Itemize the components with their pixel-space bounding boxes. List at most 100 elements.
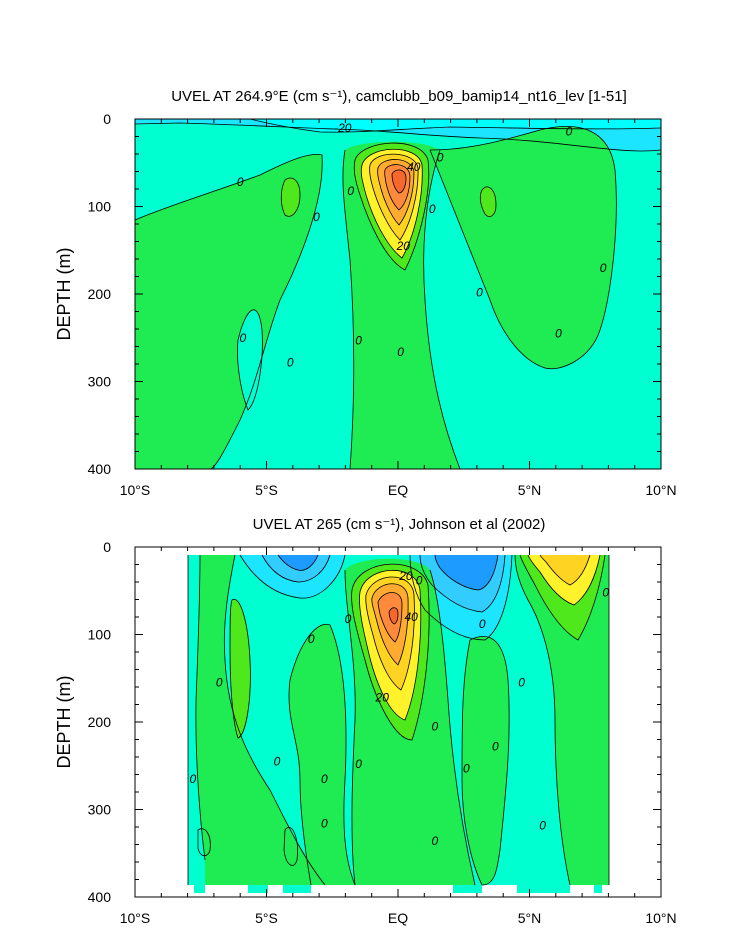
- panel-1: UVEL AT 264.9°E (cm s⁻¹), camclubb_b09_b…: [54, 88, 677, 498]
- fill-negative-30-west: [278, 555, 318, 571]
- y-tick-label: 200: [88, 714, 112, 730]
- x-tick-label: EQ: [388, 482, 408, 498]
- contour-label: 0: [600, 261, 607, 275]
- contour-line: [359, 569, 422, 721]
- contour-line: [353, 142, 430, 271]
- contour-label: 20: [396, 239, 411, 253]
- contour-label: 0: [566, 124, 573, 138]
- contour-label: 0: [555, 326, 562, 340]
- panel-2: UVEL AT 265 (cm s⁻¹), Johnson et al (200…: [54, 516, 677, 926]
- contour-line: [371, 583, 409, 666]
- contour-label: 0: [287, 355, 294, 369]
- fill-green-west: [195, 555, 325, 885]
- panel-1-contour-labels: -20 0 0 0 40 0 0 20 0 0 0 0 0 0 0 0: [237, 121, 607, 370]
- contour-label: 0: [321, 817, 328, 831]
- contour-label: 0: [602, 586, 609, 600]
- x-tick-label: 5°S: [255, 482, 278, 498]
- contour-line: [434, 554, 499, 591]
- contour-label: 0: [237, 175, 244, 189]
- x-tick-label: 5°N: [518, 910, 542, 926]
- contour-line: [229, 599, 251, 739]
- y-tick-label: 300: [88, 802, 112, 818]
- contour-label: 0: [492, 740, 499, 754]
- contour-label: 0: [479, 617, 486, 631]
- panel-2-y-axis-label: DEPTH (m): [54, 676, 74, 769]
- contour-line: [369, 153, 419, 241]
- contour-line: [195, 554, 206, 861]
- contour-line: [239, 554, 346, 599]
- contour-line: [539, 554, 591, 586]
- contour-label: 0: [190, 772, 197, 786]
- y-tick-label: 0: [103, 539, 111, 555]
- x-tick-label: 10°N: [645, 482, 676, 498]
- contour-line: [289, 623, 356, 886]
- contour-line: [342, 149, 355, 469]
- y-tick-label: 100: [88, 199, 112, 215]
- fill-yellow-orange-east: [540, 555, 590, 585]
- panel-2-title: UVEL AT 265 (cm s⁻¹), Johnson et al (200…: [253, 516, 546, 533]
- contour-line: [519, 554, 606, 641]
- x-tick-label: 10°S: [120, 482, 151, 498]
- contour-line: [429, 569, 476, 886]
- contour-line: [384, 164, 411, 211]
- contour-line: [249, 119, 661, 133]
- contour-line: [391, 169, 407, 194]
- contour-label: 0: [274, 754, 281, 768]
- contour-line: [461, 639, 483, 886]
- fill-negative-30-east: [435, 555, 498, 590]
- contour-label: 0: [345, 612, 352, 626]
- fill-green-east: [515, 555, 609, 885]
- contour-line: [514, 554, 571, 886]
- panel-1-title: UVEL AT 264.9°E (cm s⁻¹), camclubb_b09_b…: [171, 88, 627, 105]
- contour-label: 40: [407, 160, 421, 174]
- fill-negative-20: [250, 119, 661, 133]
- fill-green-mid: [288, 624, 355, 885]
- contour-line: [360, 148, 423, 259]
- contour-line: [277, 554, 319, 571]
- contour-line: [365, 576, 415, 691]
- x-tick-label: EQ: [388, 910, 408, 926]
- contour-line: [388, 607, 399, 625]
- fill-green-east-mid: [462, 636, 510, 885]
- y-tick-label: 400: [88, 461, 112, 477]
- contour-line: [409, 554, 513, 641]
- contour-line: [469, 636, 510, 886]
- contour-label: 20: [375, 691, 390, 705]
- contour-label: 0: [397, 345, 404, 359]
- contour-line: [135, 122, 661, 152]
- contour-line: [261, 554, 331, 583]
- contour-label: 0: [355, 757, 362, 771]
- contour-line: [135, 154, 323, 469]
- contour-label: 0: [416, 573, 423, 587]
- y-tick-label: 0: [103, 111, 111, 127]
- contour-line: [280, 177, 301, 217]
- fill-jet-60: [389, 607, 398, 624]
- contour-label: 0: [431, 719, 438, 733]
- contour-label: 0: [355, 333, 362, 347]
- fill-green-dark-west: [281, 178, 300, 217]
- panel-1-y-axis-label: DEPTH (m): [54, 248, 74, 341]
- x-tick-label: 5°S: [255, 910, 278, 926]
- fill-cyan-west-pocket: [237, 309, 263, 410]
- contour-line: [429, 126, 617, 370]
- contour-line: [197, 828, 211, 857]
- x-tick-label: 10°S: [120, 910, 151, 926]
- contour-line: [377, 159, 415, 226]
- x-tick-label: 10°N: [645, 910, 676, 926]
- contour-label: 0: [463, 761, 470, 775]
- contour-label: 0: [216, 676, 223, 690]
- fill-green-dark-east: [480, 186, 496, 217]
- contour-label: 0: [437, 151, 444, 165]
- fill-green-dark-west: [230, 599, 251, 738]
- contour-label: 20: [398, 569, 413, 583]
- fill-jet-60: [392, 169, 406, 193]
- contour-label: -20: [334, 121, 352, 135]
- contour-line: [479, 186, 497, 217]
- contour-line: [237, 309, 263, 411]
- contour-label: 0: [539, 818, 546, 832]
- x-tick-label: 5°N: [518, 482, 542, 498]
- contour-label: 0: [321, 772, 328, 786]
- contour-label: 0: [429, 202, 436, 216]
